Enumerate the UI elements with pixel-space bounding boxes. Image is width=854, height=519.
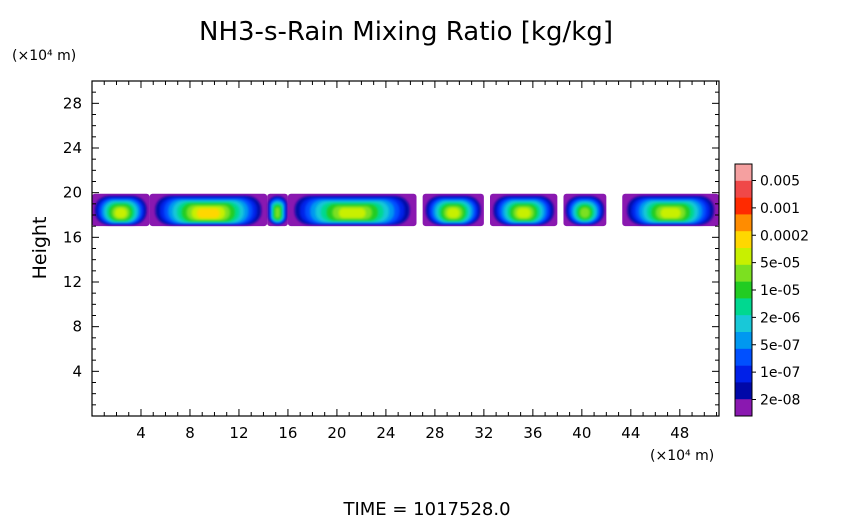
x-tick-label: 48 xyxy=(670,424,689,442)
colorbar-segment xyxy=(735,214,752,232)
cloud-contour xyxy=(516,207,531,219)
colorbar-segment xyxy=(735,180,752,198)
y-tick-label: 16 xyxy=(63,228,82,246)
colorbar-label: 1e-05 xyxy=(760,283,800,299)
x-tick-label: 28 xyxy=(425,424,444,442)
time-label: TIME = 1017528.0 xyxy=(342,499,510,519)
x-tick-label: 4 xyxy=(136,424,146,442)
cloud-cell xyxy=(563,193,607,227)
cloud-contour xyxy=(446,207,460,219)
colorbar-segment xyxy=(735,298,752,316)
colorbar-label: 5e-07 xyxy=(760,338,800,354)
cloud-cell xyxy=(422,193,484,227)
colorbar-segment xyxy=(735,315,752,333)
colorbar-label: 0.001 xyxy=(760,201,800,217)
colorbar-label: 2e-08 xyxy=(760,393,800,409)
colorbar-segment xyxy=(735,248,752,266)
colorbar-label: 0.0002 xyxy=(760,228,809,244)
y-tick-label: 28 xyxy=(63,94,82,112)
cloud-contour xyxy=(114,207,127,219)
colorbar-segment xyxy=(735,382,752,400)
cloud-contour xyxy=(275,207,280,219)
colorbar-label: 2e-06 xyxy=(760,310,800,326)
chart-title: NH3-s-Rain Mixing Ratio [kg/kg] xyxy=(199,17,613,47)
cloud-band xyxy=(92,193,719,227)
colorbar-label: 5e-05 xyxy=(760,256,800,272)
cloud-cell xyxy=(267,193,288,227)
y-tick-label: 24 xyxy=(63,139,82,157)
x-tick-label: 40 xyxy=(572,424,591,442)
cloud-cell xyxy=(622,193,719,227)
cloud-cell xyxy=(287,193,417,227)
cloud-contour xyxy=(338,207,366,219)
colorbar-segment xyxy=(735,365,752,383)
colorbar-segment xyxy=(735,399,752,417)
colorbar-segment xyxy=(735,231,752,249)
x-tick-label: 8 xyxy=(185,424,195,442)
cloud-cell xyxy=(489,193,558,227)
colorbar-label: 0.005 xyxy=(760,174,800,190)
x-tick-label: 36 xyxy=(523,424,542,442)
colorbar-segment xyxy=(735,281,752,299)
colorbar: 0.005 0.001 0.0002 5e-05 1e-05 2e-06 5e-07 1e-0… xyxy=(734,163,809,417)
y-tick-label: 12 xyxy=(63,273,82,291)
cloud-contour xyxy=(660,207,681,219)
colorbar-segment xyxy=(735,348,752,366)
y-axis-ticks: 4 8 12 16 20 24 28 xyxy=(63,91,719,406)
y-tick-label: 4 xyxy=(72,362,82,380)
x-tick-label: 24 xyxy=(376,424,395,442)
colorbar-segment xyxy=(735,264,752,282)
colorbar-segment xyxy=(735,197,752,215)
x-tick-label: 12 xyxy=(229,424,248,442)
cloud-contour xyxy=(196,208,220,219)
colorbar-label: 1e-07 xyxy=(760,365,800,381)
cloud-contour xyxy=(579,207,590,219)
y-axis-label: Height xyxy=(29,217,51,280)
x-axis-unit: (×10⁴ m) xyxy=(650,448,714,464)
colorbar-segment xyxy=(735,332,752,350)
cloud-cell xyxy=(92,193,150,227)
x-tick-label: 16 xyxy=(278,424,297,442)
y-axis-unit: (×10⁴ m) xyxy=(12,48,76,64)
y-tick-label: 8 xyxy=(72,318,82,336)
x-tick-label: 44 xyxy=(621,424,640,442)
y-tick-label: 20 xyxy=(63,184,82,202)
colorbar-segment xyxy=(735,164,752,182)
cloud-cell xyxy=(149,193,268,227)
x-axis-ticks: 4 8 12 16 20 24 28 32 36 40 44 48 xyxy=(103,81,718,442)
x-tick-label: 20 xyxy=(327,424,346,442)
x-tick-label: 32 xyxy=(474,424,493,442)
plot-frame xyxy=(91,80,720,417)
